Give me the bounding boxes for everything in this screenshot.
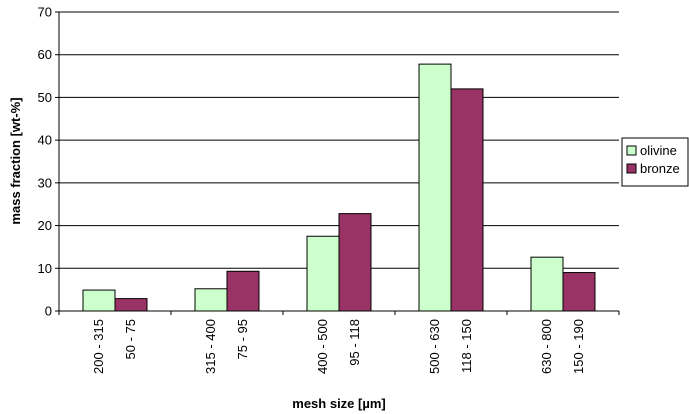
x-tick-label: 400 - 500 [315,319,330,374]
x-tick-label: 75 - 95 [235,319,250,359]
gridlines [59,11,619,269]
legend-label-bronze: bronze [640,161,680,176]
legend-swatch-bronze [626,163,637,174]
bar-bronze [114,298,148,312]
bar-olivine [530,256,564,312]
legend-label-olivine: olivine [640,143,677,158]
bar-olivine [306,235,340,312]
bar-bronze [226,270,260,312]
y-tick-label: 10 [38,261,52,276]
bars [82,63,596,312]
y-tick-label: 30 [38,175,52,190]
y-ticks: 0 10 20 30 40 50 60 70 [38,5,59,319]
legend-swatch-olivine [626,145,637,156]
x-tick-label: 500 - 630 [427,319,442,374]
legend: olivine bronze [621,137,689,187]
axes [58,12,619,312]
x-tick-label: 630 - 800 [539,319,554,374]
x-tick-label: 118 - 150 [459,319,474,373]
y-axis-title: mass fraction [wt-%] [8,97,23,224]
bar-olivine [194,288,228,312]
bar-olivine [82,289,116,312]
x-tick-label: 50 - 75 [123,319,138,359]
y-tick-label: 0 [45,304,52,319]
y-tick-label: 40 [38,133,52,148]
x-ticks: 200 - 315 50 - 75 315 - 400 75 - 95 400 - 50… [58,311,620,374]
x-tick-label: 315 - 400 [203,319,218,374]
bar-bronze [450,88,484,312]
x-tick-label: 150 - 190 [571,319,586,374]
x-tick-label: 200 - 315 [91,319,106,374]
y-tick-label: 70 [38,5,52,20]
x-tick-label: 95 - 118 [347,319,362,366]
y-tick-label: 60 [38,47,52,62]
bar-olivine [418,63,452,312]
y-tick-label: 20 [38,218,52,233]
y-tick-label: 50 [38,90,52,105]
bar-bronze [338,213,372,312]
x-axis-title: mesh size [µm] [292,396,385,411]
bar-bronze [562,272,596,312]
